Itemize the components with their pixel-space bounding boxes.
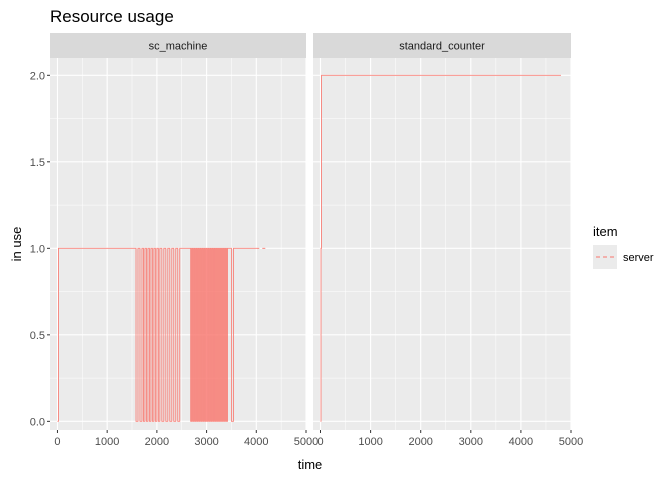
x-axis-title: time [298,457,323,472]
strip-sc-machine [50,33,306,58]
series-server-standard-counter [320,74,561,422]
strip-label-standard-counter: standard_counter [399,41,485,53]
chart-title: Resource usage [50,7,174,26]
legend-title: item [593,224,618,239]
facet-standard-counter: standard_counter [313,33,572,430]
x-tick-label: 5000 [294,436,318,448]
series-server-sc-machine [57,247,267,422]
x-tick-label: 4000 [244,436,268,448]
legend: item server [593,224,654,269]
x-axis-standard-counter: 0 1000 2000 3000 4000 5000 [317,430,583,448]
y-tick-label: 1.5 [30,157,45,169]
y-tick-label: 2.0 [30,70,45,82]
strip-standard-counter [313,33,571,58]
x-axis-sc-machine: 0 1000 2000 3000 4000 5000 [54,430,318,448]
y-tick-label: 0.0 [30,416,45,428]
x-tick-label: 3000 [459,436,483,448]
x-tick-label: 1000 [95,436,119,448]
y-tick-label: 0.5 [30,330,45,342]
series-line-server [320,74,561,422]
y-axis: 0.0 0.5 1.0 1.5 2.0 [30,70,50,428]
x-tick-label: 2000 [145,436,169,448]
legend-label-server: server [623,252,654,264]
x-tick-label: 0 [317,436,323,448]
x-tick-label: 1000 [358,436,382,448]
series-line-server [57,247,257,422]
x-tick-label: 3000 [194,436,218,448]
x-tick-label: 2000 [408,436,432,448]
facet-sc-machine: sc_machine [50,33,307,430]
x-tick-label: 0 [54,436,60,448]
y-tick-label: 1.0 [30,243,45,255]
strip-label-sc-machine: sc_machine [149,41,208,53]
x-tick-label: 5000 [559,436,583,448]
x-tick-label: 4000 [509,436,533,448]
panel-standard-counter [313,58,571,430]
y-axis-title: in use [9,227,24,262]
